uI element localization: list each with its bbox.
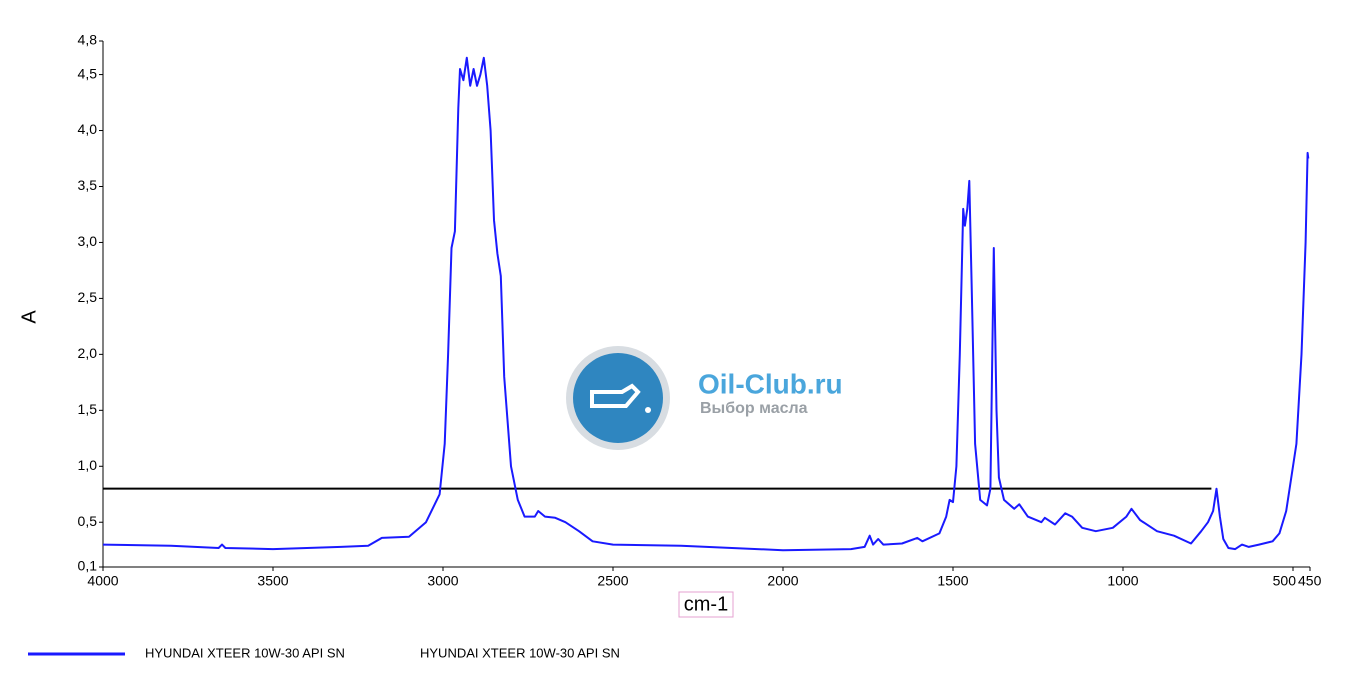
logo-can [590, 383, 641, 408]
x-tick-label: 500 [1273, 573, 1297, 589]
watermark-title: Oil-Club.ru [698, 368, 843, 399]
x-tick-label: 4000 [87, 573, 118, 589]
y-tick-label: 1,5 [78, 401, 98, 417]
logo-disc [573, 353, 663, 443]
y-tick-label: 1,0 [78, 457, 98, 473]
legend-label: HYUNDAI XTEER 10W-30 API SN [420, 645, 620, 660]
y-tick-label: 0,1 [78, 558, 98, 574]
x-tick-label: 1500 [937, 573, 968, 589]
x-tick-label: 3500 [257, 573, 288, 589]
xlabel-box [678, 591, 734, 618]
watermark: Oil-Club.ru Выбор масла [566, 346, 843, 450]
y-tick-label: 2,0 [78, 345, 98, 361]
y-tick-label: 3,0 [78, 233, 98, 249]
x-tick-label: 2500 [597, 573, 628, 589]
y-tick-label: 2,5 [78, 289, 98, 305]
x-tick-label: 450 [1298, 573, 1322, 589]
x-tick-label: 1000 [1107, 573, 1138, 589]
x-tick-label: 3000 [427, 573, 458, 589]
y-tick-label: 4,0 [78, 121, 98, 137]
spectrum-line [102, 56, 1310, 552]
x-tick-label: 2000 [767, 573, 798, 589]
y-tick-label: 4,5 [78, 65, 98, 81]
legend-label: HYUNDAI XTEER 10W-30 API SN [145, 645, 345, 660]
y-tick-label: 4,8 [78, 32, 98, 48]
y-tick-label: 0,5 [78, 513, 98, 529]
x-axis-label: cm-1 [684, 593, 728, 615]
watermark-subtitle: Выбор масла [700, 400, 808, 417]
y-tick-label: 3,5 [78, 177, 98, 193]
y-axis-label: A [18, 310, 40, 324]
logo-drop [645, 407, 651, 413]
